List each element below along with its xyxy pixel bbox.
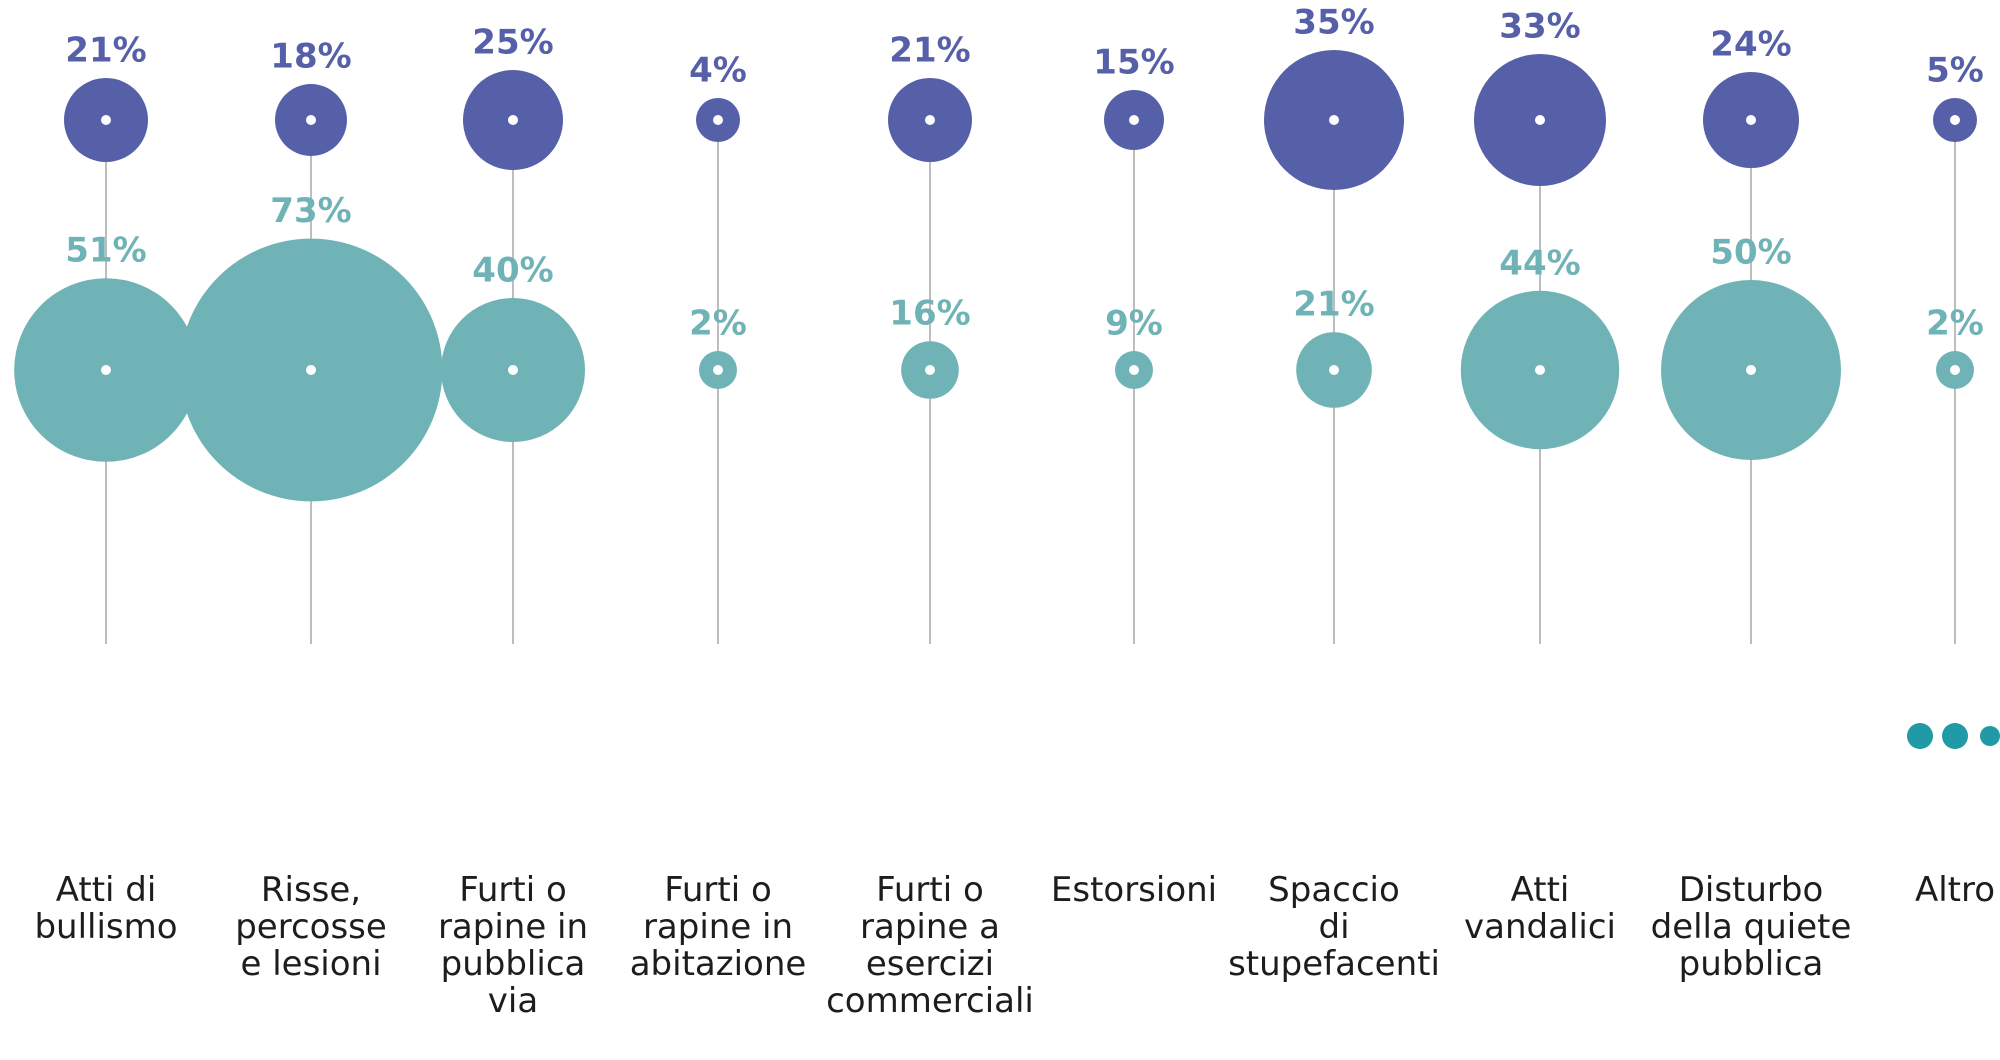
value-label: 21% xyxy=(65,31,146,71)
bubble-center xyxy=(1746,365,1756,375)
bubble-center xyxy=(1746,115,1756,125)
value-label: 2% xyxy=(1926,304,1984,344)
value-label: 21% xyxy=(1293,285,1374,325)
icon-dot xyxy=(1907,723,1933,749)
value-label: 18% xyxy=(270,37,351,77)
bubble-center xyxy=(1329,365,1339,375)
bubble-center xyxy=(1535,365,1545,375)
bubble-center xyxy=(306,365,316,375)
bubble-center xyxy=(1950,115,1960,125)
bubble-center xyxy=(925,365,935,375)
bubble-center xyxy=(1129,365,1139,375)
bubble-center xyxy=(1329,115,1339,125)
category-label: Atti di bullismo xyxy=(34,870,178,947)
bubble-center xyxy=(713,115,723,125)
bubble-center xyxy=(1535,115,1545,125)
value-label: 15% xyxy=(1093,43,1174,83)
value-label: 5% xyxy=(1926,51,1984,91)
category-label: Furti o rapine a esercizi commerciali xyxy=(826,870,1034,1021)
category-label: Furti o rapine in pubblica via xyxy=(437,870,589,1021)
bubble-center xyxy=(306,115,316,125)
value-label: 2% xyxy=(689,304,747,344)
category-label: Risse, percosse e lesioni xyxy=(235,870,387,984)
value-label: 25% xyxy=(472,23,553,63)
category-label: Disturbo della quiete pubblica xyxy=(1650,870,1852,984)
icon-dot xyxy=(1942,723,1968,749)
bubble-center xyxy=(925,115,935,125)
bubble-center xyxy=(508,365,518,375)
value-label: 33% xyxy=(1499,7,1580,47)
value-label: 40% xyxy=(472,251,553,291)
value-label: 35% xyxy=(1293,3,1374,43)
value-label: 9% xyxy=(1105,304,1163,344)
value-label: 24% xyxy=(1710,25,1791,65)
category-label: Estorsioni xyxy=(1050,870,1218,910)
value-label: 51% xyxy=(65,231,146,271)
value-label: 50% xyxy=(1710,233,1791,273)
value-label: 21% xyxy=(889,31,970,71)
value-label: 44% xyxy=(1499,243,1580,283)
category-label: Atti vandalici xyxy=(1464,870,1616,947)
bubble-center xyxy=(1950,365,1960,375)
altro-icon xyxy=(1907,723,2000,749)
bubble-center xyxy=(713,365,723,375)
bubble-center xyxy=(101,115,111,125)
bubble-center xyxy=(101,365,111,375)
bubble-center xyxy=(1129,115,1139,125)
category-label: Furti o rapine in abitazione xyxy=(629,870,807,984)
bubble-center xyxy=(508,115,518,125)
category-label: Altro xyxy=(1914,870,1996,910)
value-label: 73% xyxy=(270,191,351,231)
value-label: 16% xyxy=(889,294,970,334)
bubbles: 21% 18% 25% 4% 21% 15% 35% 33% 24% 5% 51% 73% 40% 2% 1… xyxy=(14,3,1984,502)
category-label: Spaccio di stupefacenti xyxy=(1228,870,1440,984)
icon-dot xyxy=(1980,726,2000,746)
value-label: 4% xyxy=(689,51,747,91)
